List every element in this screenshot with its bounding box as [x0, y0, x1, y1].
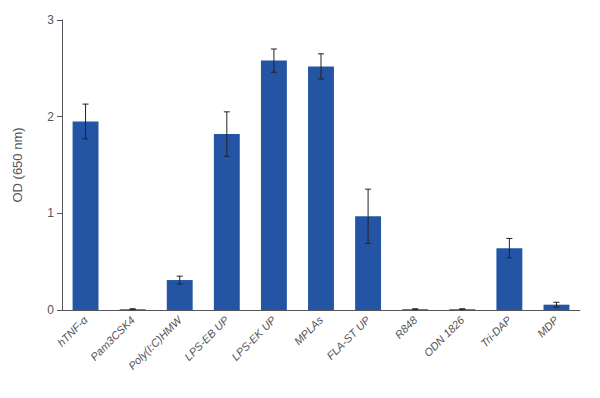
svg-text:hTNF-α: hTNF-α [55, 313, 90, 348]
svg-text:Tri-DAP: Tri-DAP [478, 313, 514, 349]
svg-text:0: 0 [47, 303, 54, 317]
svg-text:1: 1 [47, 206, 54, 220]
svg-text:ODN 1826: ODN 1826 [421, 313, 467, 359]
svg-text:Pam3CSK4: Pam3CSK4 [88, 314, 137, 363]
svg-text:MPLAs: MPLAs [292, 313, 326, 347]
svg-text:MDP: MDP [535, 313, 561, 339]
svg-text:3: 3 [47, 13, 54, 27]
svg-text:LPS-EB UP: LPS-EB UP [182, 313, 232, 363]
svg-text:R848: R848 [392, 313, 420, 341]
svg-text:Poly(I:C)HMW: Poly(I:C)HMW [126, 313, 185, 372]
svg-text:OD (650 nm): OD (650 nm) [10, 127, 25, 202]
svg-text:LPS-EK UP: LPS-EK UP [229, 313, 279, 363]
svg-text:FLA-ST UP: FLA-ST UP [324, 313, 373, 362]
svg-text:2: 2 [47, 110, 54, 124]
